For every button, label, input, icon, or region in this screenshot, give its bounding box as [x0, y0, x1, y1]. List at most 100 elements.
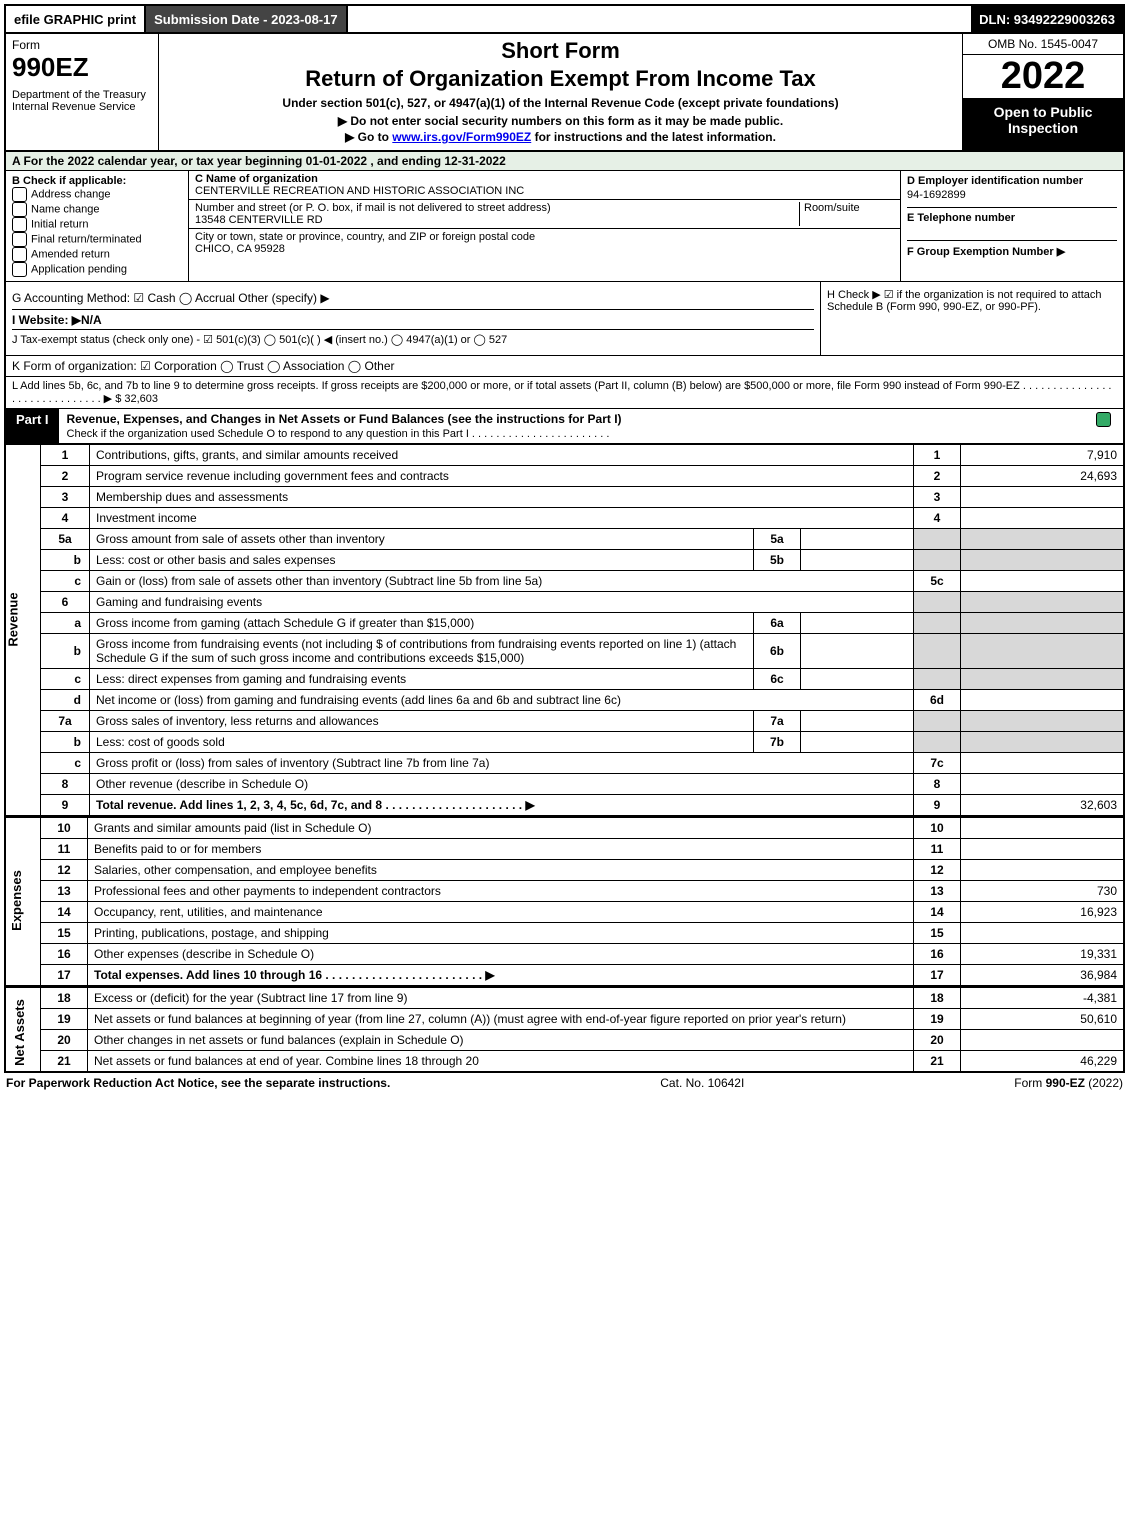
line-desc: Other revenue (describe in Schedule O)	[90, 774, 914, 795]
right-num: 13	[914, 881, 961, 902]
h-box: H Check ▶ ☑ if the organization is not r…	[820, 282, 1123, 355]
block-bcdef: B Check if applicable: Address change Na…	[4, 171, 1125, 282]
amount	[961, 508, 1125, 529]
amount	[961, 634, 1125, 669]
amount: 730	[961, 881, 1125, 902]
line-desc: Salaries, other compensation, and employ…	[88, 860, 914, 881]
line-number: 14	[41, 902, 88, 923]
table-row: 5aGross amount from sale of assets other…	[5, 529, 1124, 550]
right-num: 20	[914, 1030, 961, 1051]
line-number: 8	[41, 774, 90, 795]
line-number: 3	[41, 487, 90, 508]
col-b: B Check if applicable: Address change Na…	[6, 171, 189, 281]
header-left: Form 990EZ Department of the Treasury In…	[6, 34, 159, 150]
amount	[961, 774, 1125, 795]
amount	[961, 571, 1125, 592]
line-number: 5a	[41, 529, 90, 550]
line-desc: Gross income from gaming (attach Schedul…	[90, 613, 754, 634]
line-desc: Contributions, gifts, grants, and simila…	[90, 445, 914, 466]
mid-value	[801, 529, 914, 550]
table-row: 13Professional fees and other payments t…	[5, 881, 1124, 902]
line-desc: Gross amount from sale of assets other t…	[90, 529, 754, 550]
line-desc: Net assets or fund balances at end of ye…	[88, 1051, 914, 1073]
c-city: City or town, state or province, country…	[189, 229, 900, 257]
right-num: 14	[914, 902, 961, 923]
submission-date: Submission Date - 2023-08-17	[144, 6, 348, 32]
k-line: K Form of organization: ☑ Corporation ◯ …	[4, 356, 1125, 377]
l-line: L Add lines 5b, 6c, and 7b to line 9 to …	[4, 377, 1125, 409]
amount	[961, 669, 1125, 690]
header-center: Short Form Return of Organization Exempt…	[159, 34, 962, 150]
table-row: dNet income or (loss) from gaming and fu…	[5, 690, 1124, 711]
amount	[961, 818, 1125, 839]
line-number: c	[41, 669, 90, 690]
line-desc: Grants and similar amounts paid (list in…	[88, 818, 914, 839]
table-row: 6Gaming and fundraising events	[5, 592, 1124, 613]
line-desc: Gain or (loss) from sale of assets other…	[90, 571, 914, 592]
top-bar: efile GRAPHIC print Submission Date - 20…	[4, 4, 1125, 34]
mid-label: 5b	[754, 550, 801, 571]
line-desc: Gross income from fundraising events (no…	[90, 634, 754, 669]
amount: 32,603	[961, 795, 1125, 817]
revenue-table: Revenue1Contributions, gifts, grants, an…	[4, 444, 1125, 817]
right-num: 6d	[914, 690, 961, 711]
mid-label: 7b	[754, 732, 801, 753]
line-number: 4	[41, 508, 90, 529]
right-num	[914, 711, 961, 732]
table-row: 16Other expenses (describe in Schedule O…	[5, 944, 1124, 965]
chk-final[interactable]: Final return/terminated	[12, 232, 182, 247]
g-line: G Accounting Method: ☑ Cash ◯ Accrual Ot…	[12, 291, 814, 310]
line-number: 11	[41, 839, 88, 860]
line-number: c	[41, 571, 90, 592]
table-row: 9Total revenue. Add lines 1, 2, 3, 4, 5c…	[5, 795, 1124, 817]
table-row: bLess: cost or other basis and sales exp…	[5, 550, 1124, 571]
amount	[961, 487, 1125, 508]
amount	[961, 732, 1125, 753]
chk-pending[interactable]: Application pending	[12, 262, 182, 277]
table-row: bGross income from fundraising events (n…	[5, 634, 1124, 669]
right-num: 16	[914, 944, 961, 965]
line-desc: Net income or (loss) from gaming and fun…	[90, 690, 914, 711]
right-num: 17	[914, 965, 961, 987]
line-number: b	[41, 732, 90, 753]
table-row: 11Benefits paid to or for members11	[5, 839, 1124, 860]
chk-amended[interactable]: Amended return	[12, 247, 182, 262]
under-section: Under section 501(c), 527, or 4947(a)(1)…	[165, 96, 956, 110]
amount: 24,693	[961, 466, 1125, 487]
chk-name[interactable]: Name change	[12, 202, 182, 217]
section-label: Revenue	[5, 445, 41, 817]
chk-address[interactable]: Address change	[12, 187, 182, 202]
mid-label: 6c	[754, 669, 801, 690]
line-desc: Less: direct expenses from gaming and fu…	[90, 669, 754, 690]
line-desc: Gross sales of inventory, less returns a…	[90, 711, 754, 732]
line-desc: Total revenue. Add lines 1, 2, 3, 4, 5c,…	[90, 795, 914, 817]
amount: -4,381	[961, 988, 1125, 1009]
col-c: C Name of organization CENTERVILLE RECRE…	[189, 171, 901, 281]
form-header: Form 990EZ Department of the Treasury In…	[4, 34, 1125, 152]
right-num: 19	[914, 1009, 961, 1030]
right-num: 2	[914, 466, 961, 487]
line-number: 17	[41, 965, 88, 987]
table-row: 21Net assets or fund balances at end of …	[5, 1051, 1124, 1073]
line-number: 20	[41, 1030, 88, 1051]
mid-value	[801, 550, 914, 571]
table-row: 12Salaries, other compensation, and empl…	[5, 860, 1124, 881]
amount: 7,910	[961, 445, 1125, 466]
tax-year: 2022	[963, 55, 1123, 98]
form-word: Form	[12, 38, 152, 52]
line-desc: Less: cost of goods sold	[90, 732, 754, 753]
irs-link[interactable]: www.irs.gov/Form990EZ	[392, 130, 531, 144]
efile-label[interactable]: efile GRAPHIC print	[6, 6, 144, 32]
part1-check[interactable]	[1087, 409, 1123, 443]
table-row: aGross income from gaming (attach Schedu…	[5, 613, 1124, 634]
table-row: 14Occupancy, rent, utilities, and mainte…	[5, 902, 1124, 923]
line-desc: Professional fees and other payments to …	[88, 881, 914, 902]
room-suite: Room/suite	[799, 202, 894, 226]
line-number: c	[41, 753, 90, 774]
table-row: Expenses10Grants and similar amounts pai…	[5, 818, 1124, 839]
right-num	[914, 732, 961, 753]
table-row: 19Net assets or fund balances at beginni…	[5, 1009, 1124, 1030]
chk-initial[interactable]: Initial return	[12, 217, 182, 232]
amount: 50,610	[961, 1009, 1125, 1030]
line-desc: Other changes in net assets or fund bala…	[88, 1030, 914, 1051]
